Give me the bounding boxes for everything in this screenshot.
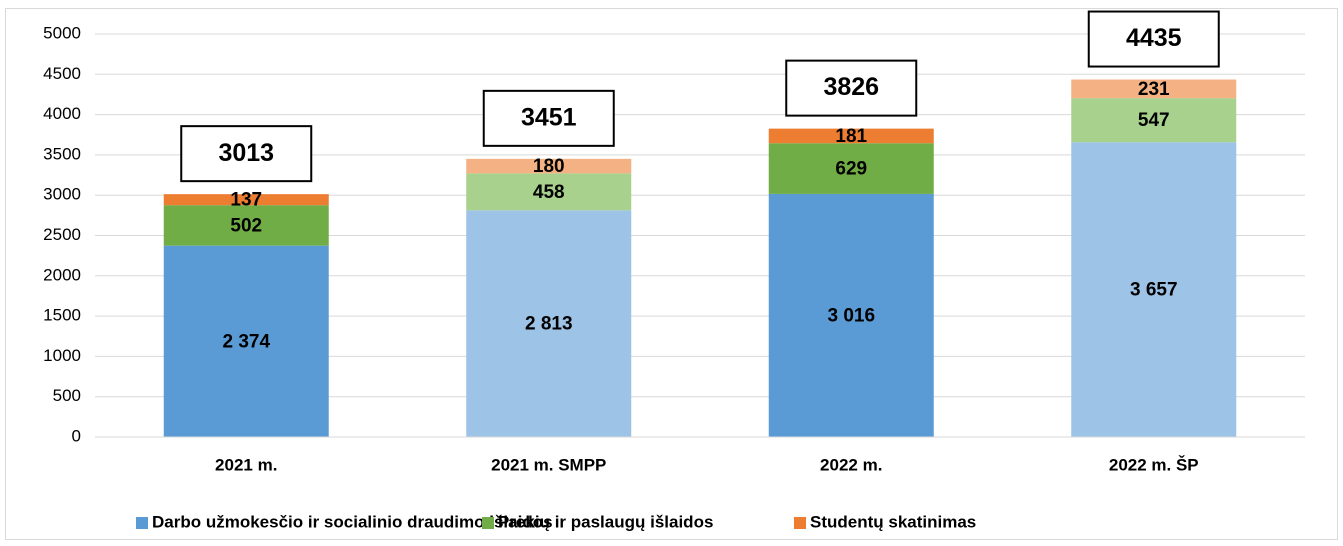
data-label: 2 374 — [222, 331, 270, 352]
y-tick-label: 0 — [72, 426, 81, 445]
data-label: 547 — [1138, 110, 1170, 131]
y-tick-label: 1500 — [43, 306, 81, 325]
total-label: 3826 — [823, 73, 879, 101]
bar-segment — [1071, 98, 1237, 143]
legend-label: Prekių ir paslaugų išlaidos — [498, 512, 713, 531]
legend-swatch — [794, 517, 806, 529]
y-tick-label: 1000 — [43, 346, 81, 365]
total-label: 3013 — [218, 139, 274, 167]
total-box — [180, 125, 313, 183]
y-tick-label: 4500 — [43, 64, 81, 83]
bar-segment — [163, 245, 329, 437]
bar-segment — [768, 193, 934, 437]
total-box — [785, 59, 918, 117]
y-tick-label: 500 — [53, 386, 81, 405]
total-box — [1087, 10, 1220, 68]
bar-segment — [163, 205, 329, 246]
bar-segment — [768, 128, 934, 144]
data-label: 458 — [533, 182, 565, 203]
data-label: 137 — [230, 190, 262, 211]
x-tick-label: 2022 m. ŠP — [1109, 455, 1199, 474]
x-tick-label: 2021 m. SMPP — [491, 455, 606, 474]
y-tick-label: 3000 — [43, 185, 81, 204]
y-tick-label: 5000 — [43, 23, 81, 42]
bar-segment — [163, 194, 329, 206]
bar-segment — [768, 143, 934, 194]
legend-label: Studentų skatinimas — [810, 512, 976, 531]
y-tick-label: 4000 — [43, 104, 81, 123]
total-label: 3451 — [521, 103, 577, 131]
data-label: 2 813 — [525, 314, 573, 335]
legend-swatch — [136, 517, 148, 529]
data-label: 502 — [230, 215, 262, 236]
data-label: 3 016 — [827, 305, 875, 326]
data-label: 180 — [533, 156, 565, 177]
legend-label: Darbo užmokesčio ir socialinio draudimo … — [152, 512, 553, 531]
legend-swatch — [482, 517, 494, 529]
bar-segment — [466, 158, 632, 174]
x-tick-label: 2022 m. — [820, 455, 882, 474]
bar-segment — [466, 173, 632, 211]
bar-segment — [466, 210, 632, 437]
y-tick-label: 2500 — [43, 225, 81, 244]
x-tick-label: 2021 m. — [215, 455, 277, 474]
y-tick-label: 2000 — [43, 265, 81, 284]
bar-segment — [1071, 142, 1237, 438]
data-label: 181 — [835, 126, 867, 147]
data-label: 231 — [1138, 79, 1170, 100]
total-label: 4435 — [1126, 24, 1182, 52]
data-label: 629 — [835, 159, 867, 180]
y-tick-label: 3500 — [43, 144, 81, 163]
total-box — [482, 89, 615, 147]
data-label: 3 657 — [1130, 280, 1178, 301]
bar-segment — [1071, 79, 1237, 99]
